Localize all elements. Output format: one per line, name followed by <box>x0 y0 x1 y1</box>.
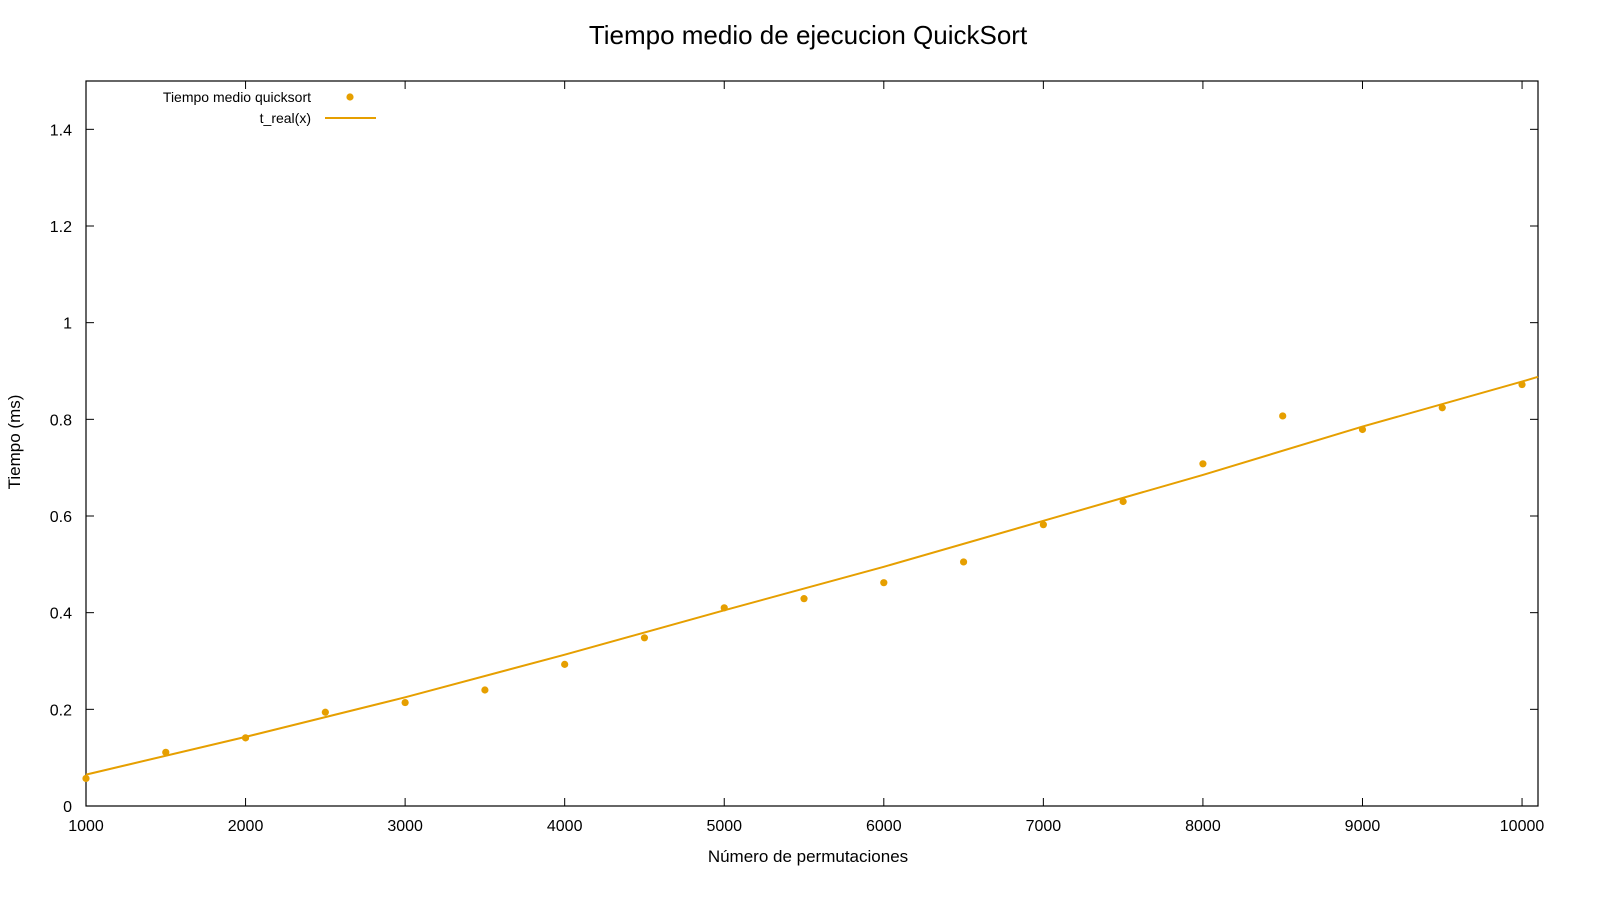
x-tick-label: 3000 <box>387 818 423 835</box>
data-point <box>640 634 649 642</box>
x-tick-label: 5000 <box>706 818 742 835</box>
data-point <box>1039 521 1047 529</box>
y-tick-label: 1.2 <box>50 219 72 236</box>
y-axis-label: Tiempo (ms) <box>5 395 24 490</box>
legend-label: t_real(x) <box>260 110 311 126</box>
y-tick-label: 0.2 <box>50 702 72 719</box>
y-tick-label: 0.4 <box>50 606 72 623</box>
x-tick-label: 8000 <box>1185 818 1221 835</box>
legend-point-marker <box>346 93 354 101</box>
data-point <box>959 558 968 566</box>
data-point <box>162 748 170 756</box>
legend: Tiempo medio quicksort t_real(x) <box>163 89 376 126</box>
data-point <box>1119 497 1127 506</box>
x-axis-label: Número de permutaciones <box>708 847 908 866</box>
y-tick-label: 0.8 <box>50 412 72 429</box>
y-tick-label: 1.4 <box>50 122 72 139</box>
data-point <box>880 579 888 587</box>
x-tick-label: 2000 <box>228 818 264 835</box>
data-point <box>1438 404 1446 412</box>
y-tick-label: 1 <box>63 316 72 333</box>
data-point <box>82 774 90 783</box>
data-point <box>481 686 489 694</box>
axes: 1000 2000 3000 4000 5000 6000 7000 8000 9000 1000… <box>50 80 1545 835</box>
plot-area <box>82 375 1539 783</box>
series-line-t-real <box>85 375 1539 776</box>
data-point <box>321 708 329 716</box>
legend-label: Tiempo medio quicksort <box>163 89 311 105</box>
x-tick-label: 1000 <box>68 818 104 835</box>
data-point <box>1279 412 1287 420</box>
y-tick-label: 0 <box>63 799 72 816</box>
y-tick-label: 0.6 <box>50 509 72 526</box>
data-point <box>561 660 569 668</box>
data-point <box>800 595 808 603</box>
x-tick-label: 9000 <box>1345 818 1381 835</box>
x-tick-label: 4000 <box>547 818 583 835</box>
x-tick-label: 6000 <box>866 818 902 835</box>
data-point <box>1199 460 1207 468</box>
plot-frame <box>85 80 1539 807</box>
chart-title: Tiempo medio de ejecucion QuickSort <box>589 20 1028 50</box>
x-tick-label: 7000 <box>1026 818 1062 835</box>
x-tick-label: 10000 <box>1500 818 1545 835</box>
data-point <box>401 698 409 707</box>
